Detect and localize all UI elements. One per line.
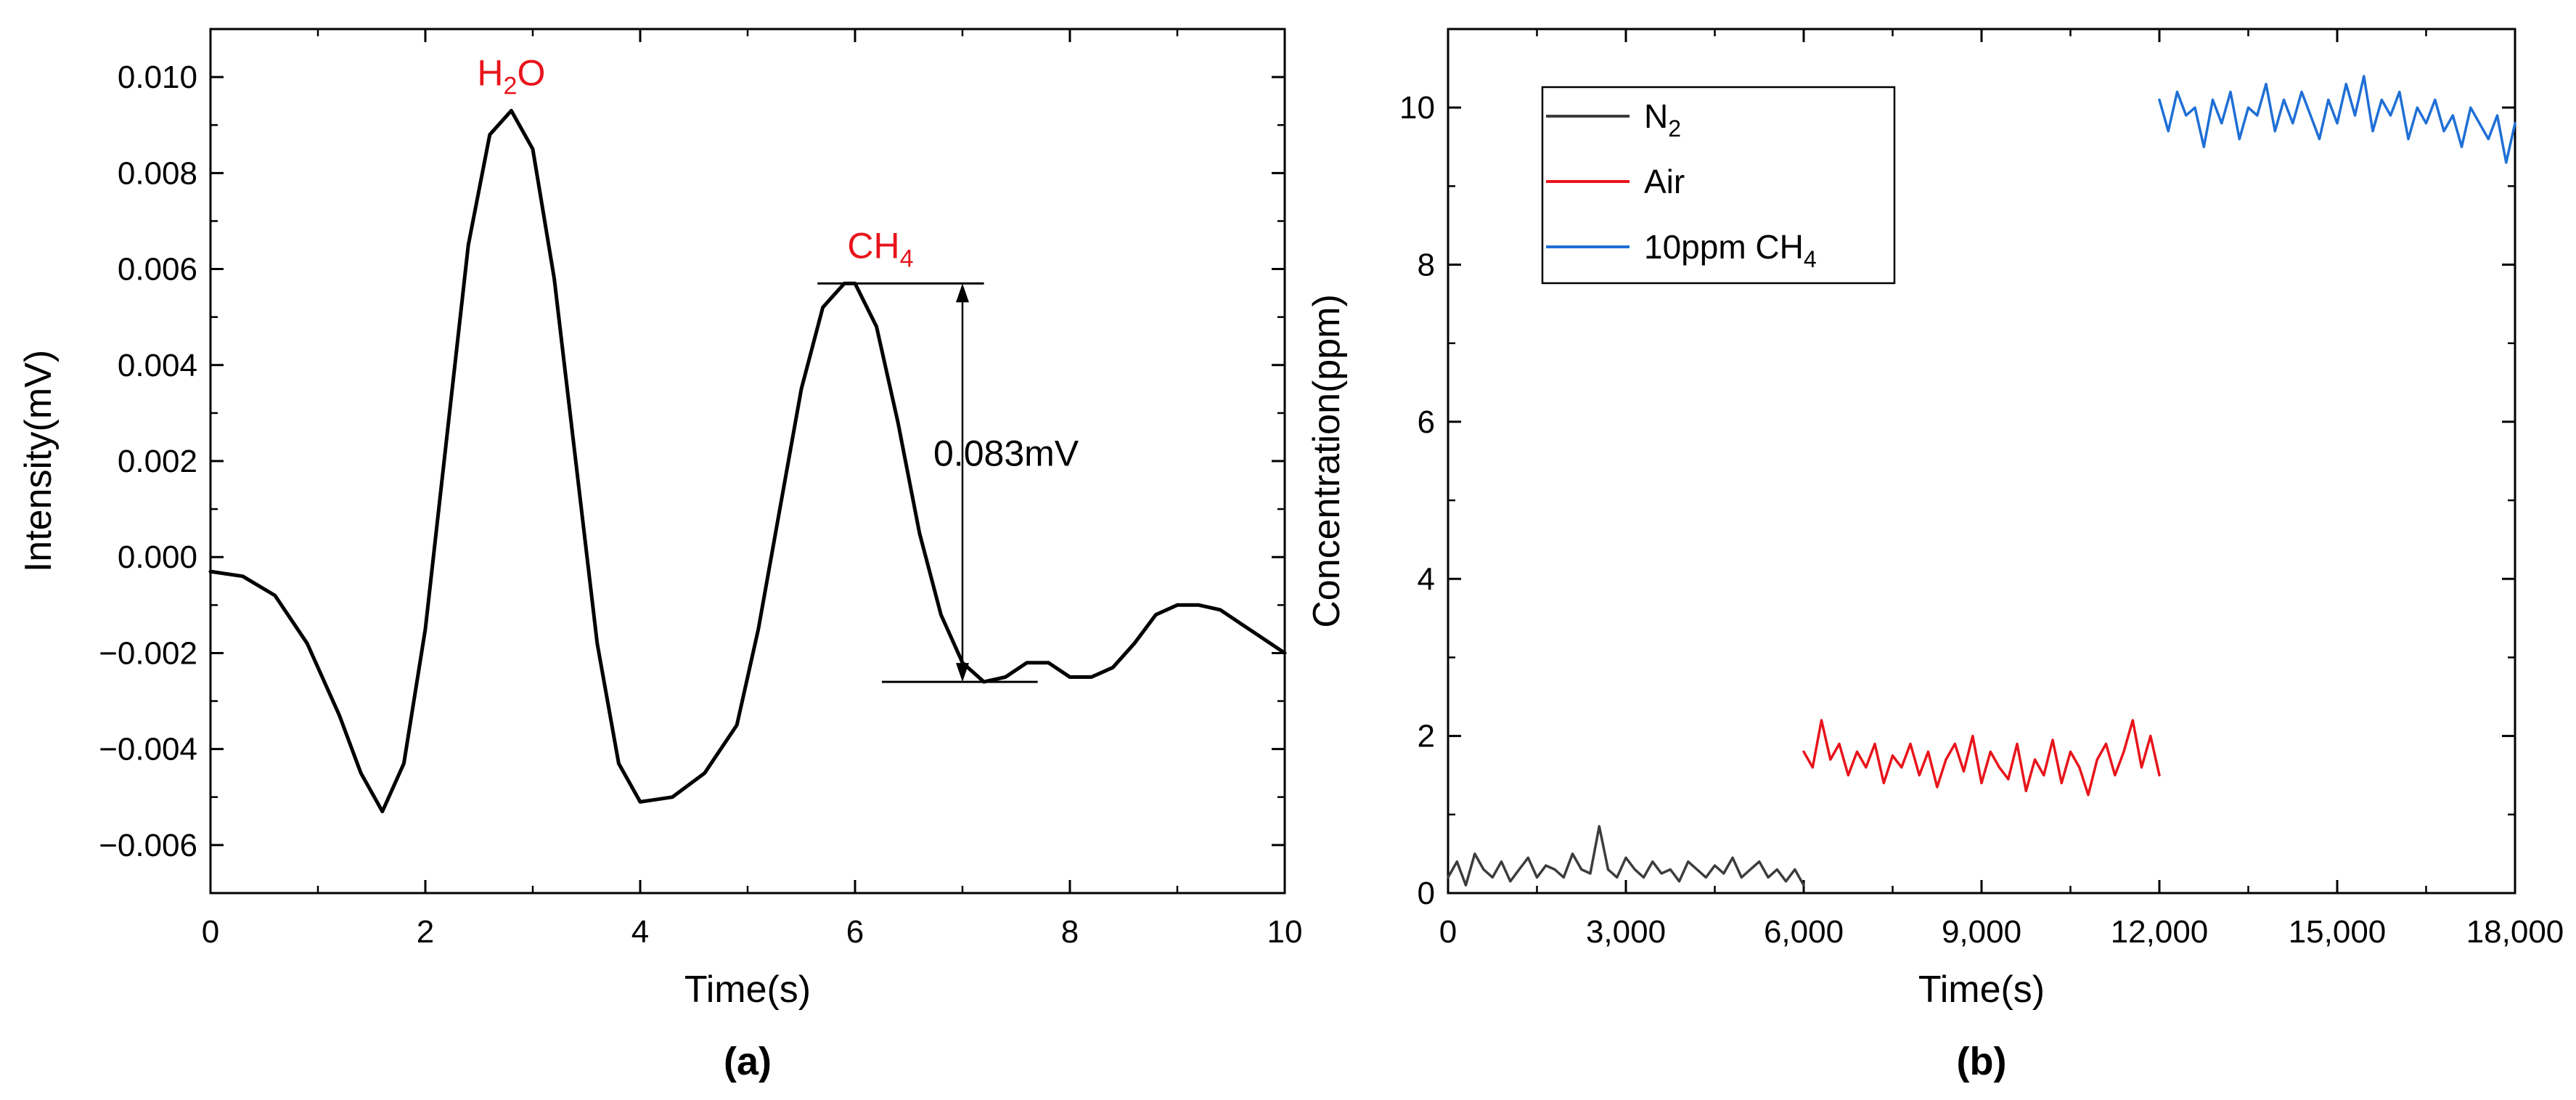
chart-a-ticks: 0 2 4 6 8 10 −0.006 −0.004 −0.002 0.000 0.002 0.004… [99, 29, 1302, 950]
legend-label-ch4: 10ppm CH4 [1644, 228, 1817, 272]
chart-a-series [208, 108, 1287, 814]
chart-b-legend-box [1541, 86, 1896, 285]
chart-b-ticks: 0 3,000 6,000 9,000 12,000 15,000 18,000 0 2 4 6 8 1… [1399, 29, 2564, 950]
chart-a-y-tick-label: 0.004 [118, 348, 197, 383]
chart-a-y-tick-label: −0.006 [99, 828, 197, 863]
chart-b-y-tick-label: 6 [1418, 404, 1435, 440]
chart-a-y-tick-label: 0.002 [118, 444, 197, 479]
chart-a-plot-frame [209, 28, 1286, 895]
chart-a-arrowhead-down-icon [956, 663, 969, 683]
chart-a-y-tick-label: 0.008 [118, 155, 197, 191]
chart-a-series-signal [208, 108, 1287, 814]
chart-b-x-tick-label: 18,000 [2466, 914, 2564, 950]
chart-a-panel-label: (a) [724, 1040, 772, 1083]
chart-b-legend: N2 Air 10ppm CH4 [1541, 86, 1896, 285]
chart-b-x-tick-label: 15,000 [2289, 914, 2387, 950]
chart-b-y-tick-label: 4 [1418, 561, 1435, 597]
chart-b-x-tick-label: 3,000 [1586, 914, 1666, 950]
chart-b-series [1447, 75, 2516, 887]
chart-a-x-tick-label: 6 [846, 914, 864, 950]
chart-b-y-axis-label: Concentration(ppm) [1306, 294, 1348, 628]
chart-a-y-tick-label: 0.006 [118, 252, 197, 288]
chart-a-arrowhead-up-icon [956, 283, 969, 303]
chart-b-y-tick-label: 0 [1418, 876, 1435, 911]
chart-b-series-10ppm-ch4 [2158, 75, 2516, 164]
chart-a-x-tick-label: 8 [1061, 914, 1079, 950]
chart-b-x-axis-label: Time(s) [1918, 969, 2045, 1011]
chart-a-x-tick-label: 2 [417, 914, 434, 950]
chart-a-x-axis-label: Time(s) [684, 969, 811, 1011]
chart-b-series-n2 [1447, 825, 1805, 887]
chart-a-y-tick-label: 0.000 [118, 539, 197, 575]
chart-a-annotation-h2o: H2O [477, 52, 545, 99]
chart-a-y-tick-label: −0.002 [99, 635, 197, 671]
chart-b-x-tick-label: 9,000 [1942, 914, 2021, 950]
chart-a-y-tick-label: −0.004 [99, 732, 197, 767]
chart-b: 0 3,000 6,000 9,000 12,000 15,000 18,000 0 2 4 6 8 1… [1306, 28, 2564, 1083]
chart-b-y-tick-label: 2 [1418, 719, 1435, 754]
chart-a-y-axis-label: Intensity(mV) [17, 350, 60, 572]
chart-b-panel-label: (b) [1957, 1040, 2007, 1083]
chart-a-x-tick-label: 4 [631, 914, 649, 950]
legend-label-n2: N2 [1644, 97, 1681, 142]
chart-a-x-tick-label: 0 [202, 914, 219, 950]
chart-b-series-air [1802, 719, 2161, 797]
legend-label-air: Air [1644, 163, 1685, 200]
chart-a-y-tick-label: 0.010 [118, 60, 197, 95]
chart-a-annotation-ch4: CH4 [847, 225, 913, 272]
chart-b-x-tick-label: 0 [1439, 914, 1457, 950]
chart-b-y-tick-label: 10 [1399, 90, 1435, 126]
chart-b-x-tick-label: 6,000 [1764, 914, 1844, 950]
chart-a-x-tick-label: 10 [1267, 914, 1303, 950]
chart-b-y-tick-label: 8 [1418, 248, 1435, 283]
chart-a-difference-label: 0.083mV [933, 433, 1079, 474]
chart-b-x-tick-label: 12,000 [2111, 914, 2209, 950]
chart-a: 0 2 4 6 8 10 −0.006 −0.004 −0.002 0.000 0.002 0.004… [17, 28, 1302, 1083]
